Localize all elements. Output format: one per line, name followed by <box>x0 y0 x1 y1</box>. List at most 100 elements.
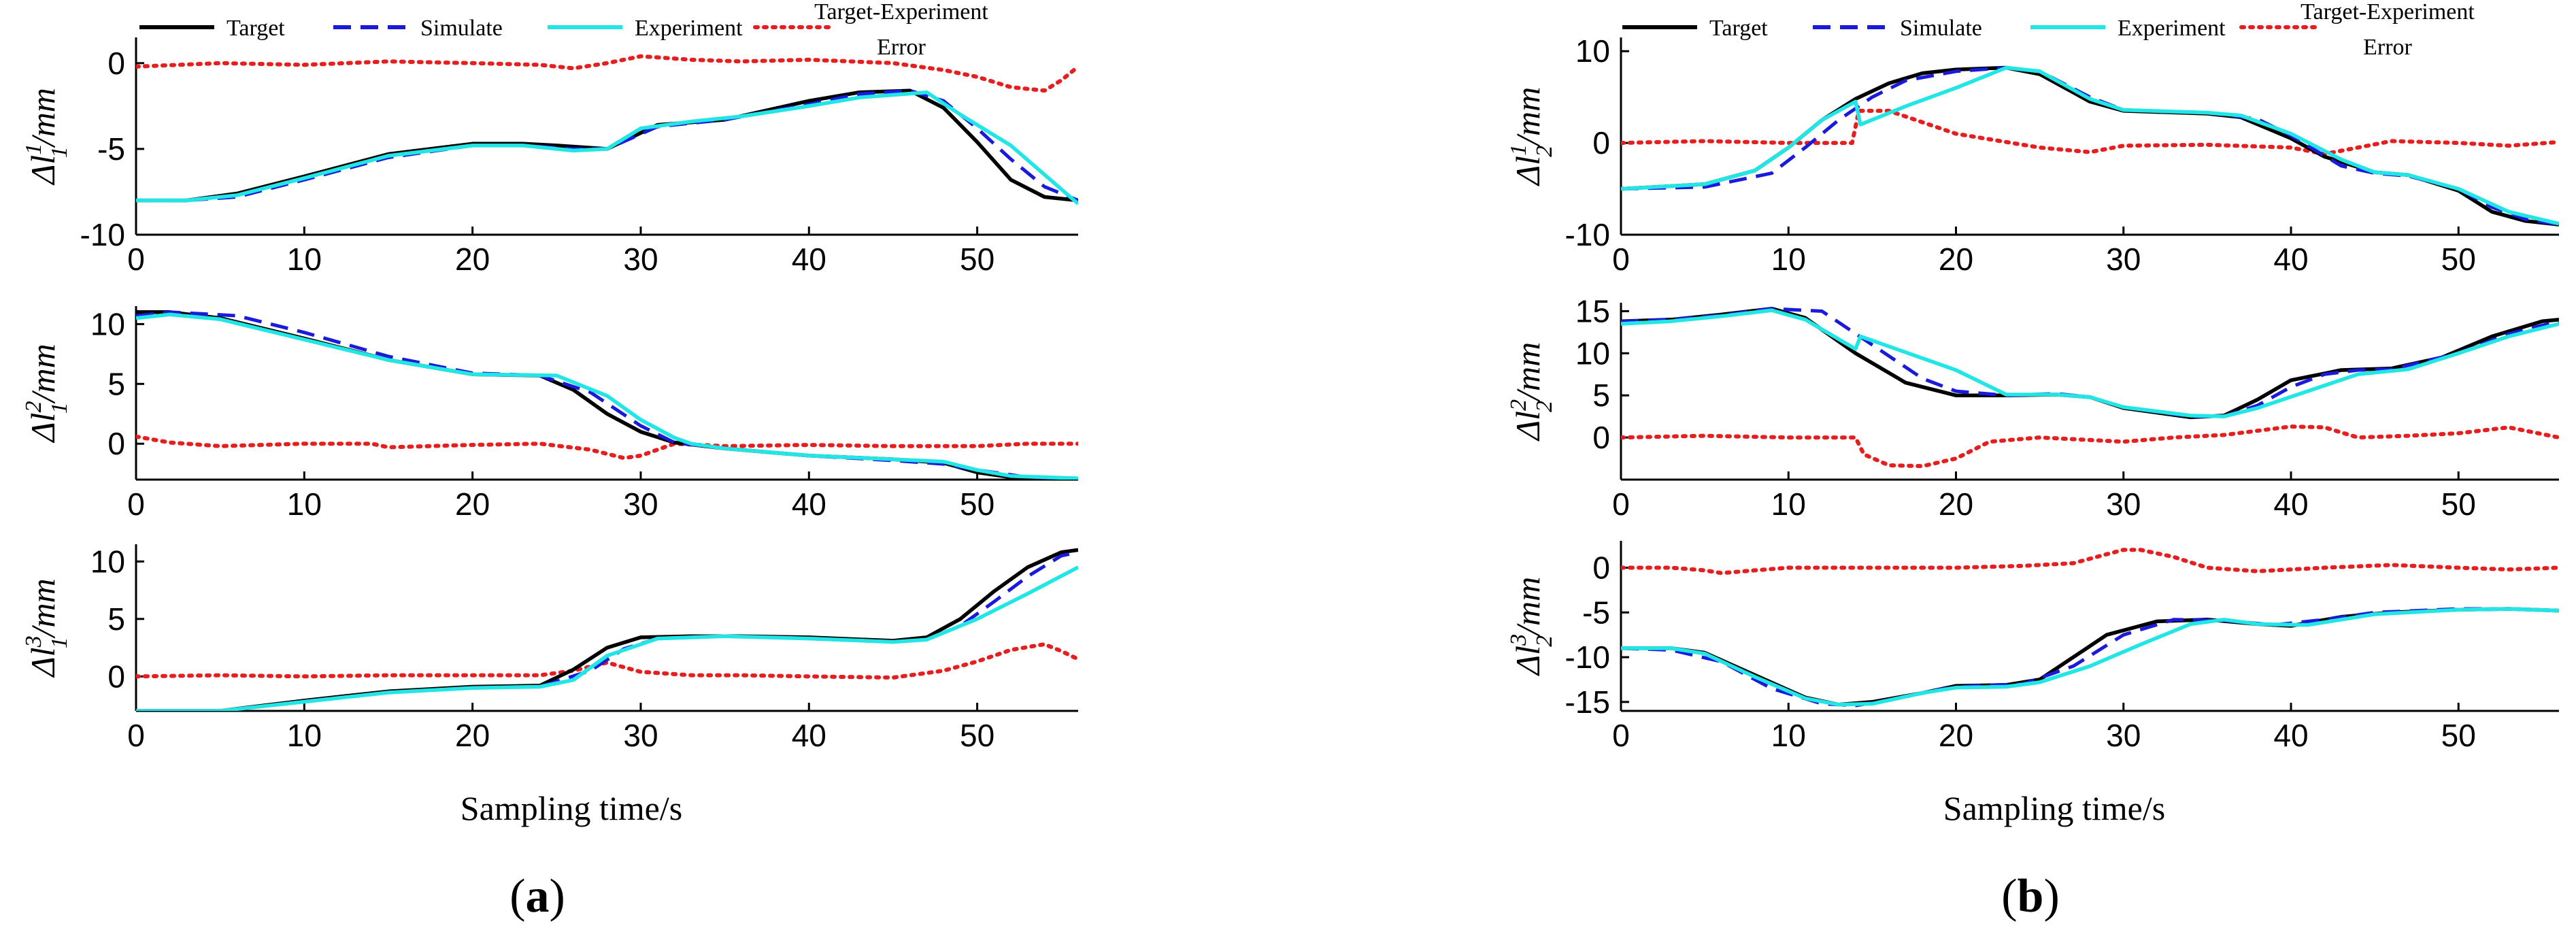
y-tick-label: 15 <box>1575 293 1610 329</box>
x-tick-label: 30 <box>623 486 658 522</box>
series-line-target <box>1621 607 2559 707</box>
x-tick-label: 10 <box>287 242 322 277</box>
subplot-b-3: 0 10 20 30 40 50 -15 -10 -5 0 Δl32/mm <box>1506 541 2559 753</box>
y-tick-label: 10 <box>1575 335 1610 371</box>
y-tick-label: 0 <box>1592 550 1610 585</box>
x-tick-label: 40 <box>2273 242 2308 277</box>
y-tick-label: 10 <box>1575 33 1610 69</box>
legend-label: Simulate <box>1900 16 1982 41</box>
series-line-target-experiment-error <box>1621 425 2559 469</box>
panel-label-b: (b) <box>2001 870 2060 922</box>
y-tick-label: 5 <box>1592 378 1610 413</box>
series-line-simulate <box>136 550 1078 711</box>
x-tick-label: 50 <box>960 242 994 277</box>
series-line-simulate <box>1621 607 2559 708</box>
legend-a: Target Simulate Experiment Target-Experimen… <box>139 0 988 60</box>
x-tick-label: 20 <box>1939 718 1973 753</box>
y-tick-label: -5 <box>97 131 125 167</box>
x-tick-label: 50 <box>2441 718 2476 753</box>
series-line-target <box>136 548 1078 711</box>
x-tick-label: 20 <box>1939 486 1973 522</box>
x-tick-label: 40 <box>792 242 826 277</box>
y-tick-label: 0 <box>107 659 125 694</box>
x-tick-label: 30 <box>2106 486 2141 522</box>
x-tick-label: 0 <box>127 486 145 522</box>
y-tick-label: -10 <box>1565 639 1610 675</box>
legend-label: Target-Experiment <box>814 0 988 24</box>
series-line-simulate <box>1621 66 2559 227</box>
legend-label: Target <box>227 16 285 41</box>
x-tick-label: 40 <box>2273 486 2308 522</box>
subplot-a-2: 0 10 20 30 40 50 0 5 10 Δl21/mm <box>21 306 1078 522</box>
x-tick-label: 30 <box>2106 718 2141 753</box>
y-tick-label: 0 <box>107 426 125 461</box>
x-axis-label-b: Sampling time/s <box>1943 789 2165 827</box>
x-axis-label-a: Sampling time/s <box>461 789 682 827</box>
x-tick-label: 10 <box>1771 718 1806 753</box>
y-tick-label: -10 <box>1565 217 1610 252</box>
series-line-target-experiment-error <box>136 54 1078 93</box>
x-tick-label: 20 <box>455 718 490 753</box>
series-line-simulate <box>1621 307 2559 418</box>
x-tick-label: 40 <box>792 718 826 753</box>
x-tick-label: 40 <box>792 486 826 522</box>
series-line-target-experiment-error <box>136 434 1078 461</box>
y-tick-label: 5 <box>107 366 125 401</box>
y-tick-label: -5 <box>1582 595 1610 630</box>
x-tick-label: 40 <box>2273 718 2308 753</box>
x-tick-label: 30 <box>623 242 658 277</box>
y-tick-label: -15 <box>1565 684 1610 720</box>
x-tick-label: 20 <box>455 242 490 277</box>
series-line-target-experiment-error <box>136 642 1078 680</box>
x-tick-label: 50 <box>2441 486 2476 522</box>
legend-label: Simulate <box>420 16 503 41</box>
x-tick-label: 10 <box>287 486 322 522</box>
series-line-experiment <box>1621 607 2559 707</box>
x-tick-label: 20 <box>455 486 490 522</box>
x-tick-label: 10 <box>287 718 322 753</box>
x-tick-label: 30 <box>623 718 658 753</box>
legend-label: Target-Experiment <box>2301 0 2475 24</box>
y-tick-label: 0 <box>1592 125 1610 161</box>
x-tick-label: 30 <box>2106 242 2141 277</box>
y-tick-label: 0 <box>1592 420 1610 455</box>
x-tick-label: 0 <box>127 242 145 277</box>
legend-label: Experiment <box>635 16 743 41</box>
x-tick-label: 20 <box>1939 242 1973 277</box>
y-tick-label: 0 <box>107 46 125 81</box>
legend-label: Target <box>1709 16 1768 41</box>
subplot-a-3: 0 10 20 30 40 50 0 5 10 Δl31/mm <box>21 544 1078 753</box>
x-tick-label: 50 <box>960 718 994 753</box>
y-tick-label: -10 <box>80 217 125 252</box>
series-line-target <box>1621 65 2559 227</box>
y-axis-label: Δl32/mm <box>1506 577 1557 676</box>
subplot-a-1: 0 10 20 30 40 50 -10 -5 0 Δl11/mm <box>21 37 1078 277</box>
x-tick-label: 0 <box>1612 242 1630 277</box>
panel-label-a: (a) <box>509 870 565 922</box>
x-tick-label: 0 <box>1612 486 1630 522</box>
series-line-experiment <box>1621 65 2559 226</box>
subplot-b-2: 0 10 20 30 40 50 0 5 10 15 Δl22/mm <box>1506 293 2559 522</box>
series-line-experiment <box>136 565 1078 711</box>
y-axis-label: Δl11/mm <box>21 88 72 186</box>
series-line-target-experiment-error <box>1621 108 2559 156</box>
y-axis-label: Δl31/mm <box>21 578 72 678</box>
x-tick-label: 50 <box>960 486 994 522</box>
x-tick-label: 0 <box>127 718 145 753</box>
y-tick-label: 10 <box>90 306 125 342</box>
x-tick-label: 50 <box>2441 242 2476 277</box>
series-line-target-experiment-error <box>1621 548 2559 576</box>
y-axis-label: Δl21/mm <box>21 344 72 443</box>
series-line-experiment <box>136 90 1078 205</box>
legend-label-line2: Error <box>2363 35 2412 60</box>
x-tick-label: 0 <box>1612 718 1630 753</box>
legends: Target Simulate Experiment Target-Experimen… <box>139 0 2475 60</box>
y-tick-label: 10 <box>90 544 125 579</box>
legend-b: Target Simulate Experiment Target-Experimen… <box>1622 0 2475 60</box>
x-tick-label: 10 <box>1771 242 1806 277</box>
series-line-experiment <box>1621 308 2559 418</box>
x-tick-label: 10 <box>1771 486 1806 522</box>
